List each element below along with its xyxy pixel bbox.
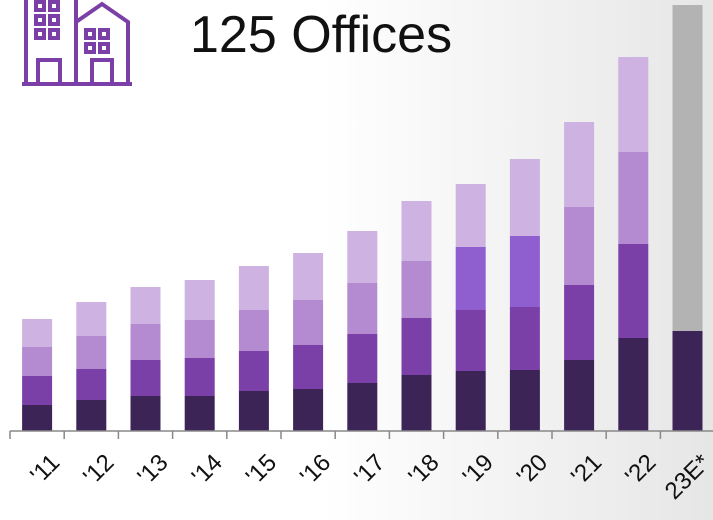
bar-segment bbox=[293, 389, 323, 431]
bar-segment bbox=[510, 236, 540, 307]
bar-segment bbox=[293, 300, 323, 345]
bar-segment bbox=[185, 280, 215, 320]
bar-segment bbox=[131, 360, 161, 396]
bar-segment bbox=[618, 338, 648, 431]
bar-segment bbox=[347, 283, 377, 334]
bar-segment bbox=[22, 405, 52, 431]
bar-segment bbox=[185, 396, 215, 431]
bar-segment bbox=[22, 376, 52, 405]
bar-segment bbox=[347, 334, 377, 383]
bar-segment bbox=[293, 345, 323, 389]
bar-segment bbox=[564, 122, 594, 207]
bar-segment bbox=[456, 371, 486, 431]
bar-segment bbox=[402, 261, 432, 318]
bar-segment bbox=[76, 369, 106, 400]
bar-segment bbox=[131, 287, 161, 324]
bar-segment bbox=[456, 184, 486, 247]
bar-segment bbox=[618, 57, 648, 152]
chart: 125 Offices '11'12'13'14'15'16'17'18'19'… bbox=[0, 0, 713, 520]
bar-segment bbox=[293, 253, 323, 300]
bar-segment bbox=[22, 347, 52, 376]
bar-segment bbox=[673, 331, 703, 431]
bar-segment bbox=[239, 391, 269, 431]
bar-segment bbox=[673, 5, 703, 331]
bar-segment bbox=[76, 400, 106, 431]
bar-segment bbox=[564, 360, 594, 431]
bar-segment bbox=[618, 244, 648, 338]
bar-segment bbox=[402, 201, 432, 261]
bar-segment bbox=[456, 310, 486, 371]
bar-segment bbox=[510, 370, 540, 431]
bar-segment bbox=[347, 231, 377, 283]
bar-segment bbox=[239, 351, 269, 391]
bar-segment bbox=[564, 285, 594, 360]
bar-segment bbox=[185, 358, 215, 396]
bar-segment bbox=[239, 266, 269, 310]
bar-segment bbox=[76, 302, 106, 336]
bar-segment bbox=[564, 207, 594, 285]
bar-segment bbox=[402, 318, 432, 375]
bar-segment bbox=[131, 324, 161, 360]
bar-segment bbox=[131, 396, 161, 431]
chart-title: 125 Offices bbox=[190, 6, 452, 64]
bar-segment bbox=[76, 336, 106, 369]
bar-segment bbox=[402, 375, 432, 431]
bar-segment bbox=[456, 247, 486, 310]
bar-segment bbox=[510, 307, 540, 370]
bar-segment bbox=[22, 319, 52, 347]
bar-segment bbox=[510, 159, 540, 236]
bar-segment bbox=[347, 383, 377, 431]
bar-segment bbox=[239, 310, 269, 351]
bar-segment bbox=[185, 320, 215, 358]
bar-segment bbox=[618, 152, 648, 244]
